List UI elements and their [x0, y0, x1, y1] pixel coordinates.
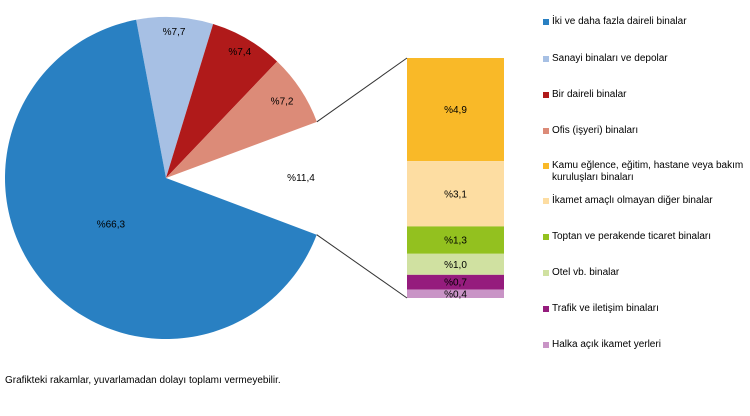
pie-slice-label: %7,7 [163, 27, 186, 38]
bar-segment-label: %3,1 [444, 189, 467, 200]
legend-label: Kamu eğlence, eğitim, hastane veya bakım… [552, 160, 744, 183]
connector-line [316, 57, 408, 123]
bar-segment [407, 226, 504, 254]
legend-swatch [543, 19, 549, 25]
legend-label: Trafik ve iletişim binaları [552, 303, 659, 314]
legend-swatch [543, 92, 549, 98]
legend-item: Ofis (işyeri) binaları [543, 125, 750, 137]
legend-label: İki ve daha fazla daireli binalar [552, 16, 687, 27]
legend-item: İki ve daha fazla daireli binalar [543, 16, 750, 28]
footnote: Grafikteki rakamlar, yuvarlamadan dolayı… [5, 375, 281, 386]
bar-segment-label: %1,0 [444, 260, 467, 271]
bar-segment-label: %0,7 [444, 278, 467, 289]
legend-item: Sanayi binaları ve depolar [543, 53, 750, 65]
pie-slice [166, 61, 317, 179]
legend-swatch [543, 128, 549, 134]
legend-label: Bir daireli binalar [552, 89, 627, 100]
pie-slice [4, 19, 317, 339]
legend-swatch [543, 270, 549, 276]
pie-slice [166, 24, 278, 178]
legend-label: Toptan ve perakende ticaret binaları [552, 231, 711, 242]
bar-segment [407, 161, 504, 227]
legend-swatch [543, 306, 549, 312]
legend-item: Otel vb. binalar [543, 267, 750, 279]
legend-swatch [543, 163, 549, 169]
pie-slice-label: %11,4 [287, 173, 315, 184]
legend-label: Ofis (işyeri) binaları [552, 125, 639, 136]
legend-swatch [543, 342, 549, 348]
legend-label: Sanayi binaları ve depolar [552, 53, 668, 64]
legend-item: İkamet amaçlı olmayan diğer binalar [543, 195, 750, 207]
bar-segment-label: %4,9 [444, 105, 467, 116]
pie-slice-label: %7,2 [271, 97, 294, 108]
legend-label: İkamet amaçlı olmayan diğer binalar [552, 195, 713, 206]
legend-label: Halka açık ikamet yerleri [552, 339, 661, 350]
pie-slice-label: %66,3 [97, 219, 126, 230]
bar-segment-label: %0,4 [444, 289, 467, 300]
pie-of-bar-chart: %7,7 %7,4 %7,2 %11,4 %66,3 %4,9 %3,1 %1,3 %1,0 %0… [4, 16, 504, 339]
bar-segment [407, 289, 504, 298]
legend-item: Trafik ve iletişim binaları [543, 303, 750, 315]
legend-label: Otel vb. binalar [552, 267, 620, 278]
bar-segment-label: %1,3 [444, 236, 467, 247]
legend-item: Toptan ve perakende ticaret binaları [543, 231, 750, 243]
legend-swatch [543, 198, 549, 204]
legend-swatch [543, 234, 549, 240]
bar-segment [407, 58, 504, 162]
legend-item: Kamu eğlence, eğitim, hastane veya bakım… [543, 160, 748, 184]
bar-segment [407, 253, 504, 275]
legend-item: Halka açık ikamet yerleri [543, 339, 750, 351]
pie-slice [136, 16, 214, 178]
bar-segment [407, 274, 504, 290]
legend-swatch [543, 56, 549, 62]
pie-slice-label: %7,4 [228, 47, 251, 58]
connector-line [316, 234, 408, 299]
legend-item: Bir daireli binalar [543, 89, 750, 101]
